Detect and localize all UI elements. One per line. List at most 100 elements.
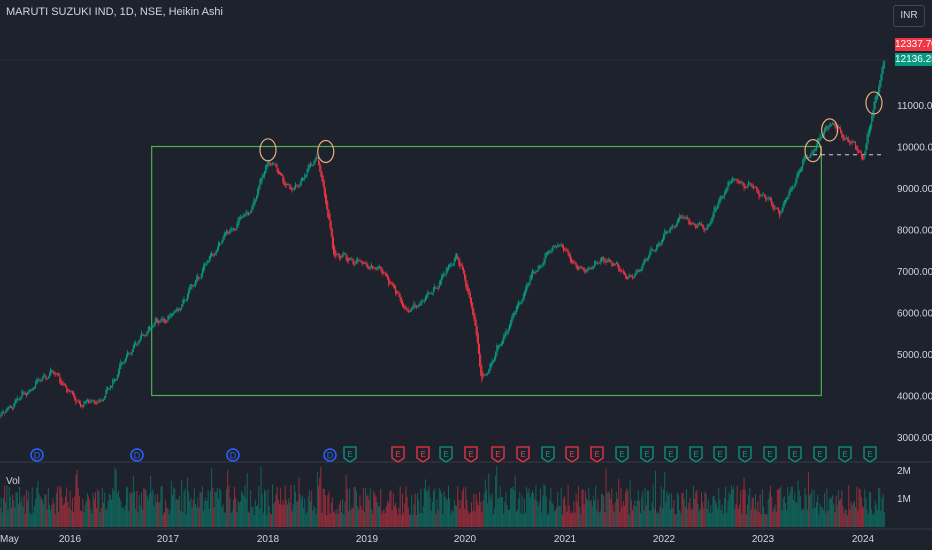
volume-bar	[362, 488, 364, 527]
candle-body	[262, 175, 264, 178]
earnings-badge-letter: E	[693, 450, 698, 459]
candle-body	[106, 386, 108, 394]
candle-body	[366, 263, 368, 268]
candle-body	[449, 264, 451, 268]
candle-body	[512, 313, 514, 320]
candle-body	[338, 254, 340, 259]
candle-body	[324, 188, 326, 203]
volume-bar	[330, 503, 332, 527]
volume-bar	[702, 502, 704, 527]
candle-body	[496, 345, 498, 356]
candle-body	[620, 269, 622, 272]
volume-bar	[605, 468, 607, 527]
volume-bar	[568, 506, 570, 527]
candle-body	[270, 164, 272, 166]
candle-body	[466, 280, 468, 291]
volume-bar	[352, 508, 354, 527]
candle-body	[476, 326, 478, 343]
volume-bar	[461, 491, 463, 527]
candle-body	[438, 282, 440, 289]
volume-bar	[213, 507, 215, 527]
volume-bar	[768, 492, 770, 527]
candle-body	[429, 293, 431, 294]
candle-body	[398, 292, 400, 297]
candle-body	[276, 165, 278, 173]
volume-bar	[583, 504, 585, 527]
volume-bar	[586, 498, 587, 527]
volume-bar	[60, 487, 62, 527]
volume-bar	[882, 494, 884, 527]
candle-body	[134, 342, 136, 349]
volume-bar	[637, 490, 639, 527]
candle-body	[4, 412, 6, 414]
volume-bar	[304, 498, 306, 527]
candle-body	[96, 402, 98, 404]
volume-bar	[116, 493, 118, 527]
candle-body	[696, 226, 698, 229]
candle-body	[51, 370, 53, 373]
candle-body	[652, 250, 654, 251]
volume-bar	[45, 494, 47, 527]
volume-bar	[760, 514, 762, 527]
candle-body	[521, 299, 523, 303]
volume-bar	[177, 499, 179, 527]
candle-body	[121, 362, 123, 366]
candle-body	[558, 245, 560, 247]
candle-body	[771, 199, 773, 206]
volume-bar	[151, 492, 153, 527]
earnings-badge	[689, 446, 703, 463]
candle-body	[853, 142, 855, 143]
currency-button[interactable]: INR	[893, 5, 925, 27]
candle-body	[237, 219, 239, 227]
volume-bar	[796, 502, 798, 527]
volume-bar	[645, 505, 647, 527]
earnings-event-icon: E	[689, 446, 703, 463]
candle-body	[245, 211, 247, 216]
candle-body	[71, 391, 73, 394]
volume-bar	[542, 495, 544, 527]
volume-bar	[379, 506, 380, 527]
volume-bar	[874, 500, 876, 527]
candle-body	[671, 227, 673, 229]
volume-bar	[35, 498, 37, 527]
volume-bar	[74, 496, 76, 527]
volume-bar	[536, 500, 538, 527]
x-tick-label: 2017	[157, 534, 180, 545]
candle-body	[572, 260, 574, 264]
candle-body	[48, 373, 50, 378]
volume-bar	[76, 469, 78, 527]
symbol-title[interactable]: MARUTI SUZUKI IND, 1D, NSE, Heikin Ashi	[6, 6, 223, 18]
volume-bar	[404, 503, 406, 527]
volume-indicator-label[interactable]: Vol	[6, 476, 20, 487]
volume-bar	[24, 513, 26, 527]
volume-bar	[436, 499, 438, 527]
volume-bar	[648, 490, 650, 527]
volume-bar	[683, 499, 685, 527]
volume-bar	[323, 488, 325, 527]
volume-bar	[649, 510, 651, 527]
volume-bar	[81, 511, 83, 527]
volume-bar	[245, 497, 247, 527]
volume-bar	[786, 510, 788, 527]
candle-body	[499, 345, 501, 347]
candle-body	[228, 232, 230, 234]
candle-body	[510, 319, 512, 328]
volume-bar	[491, 493, 493, 527]
volume-bar	[359, 495, 361, 527]
volume-bar	[313, 505, 315, 527]
candle-body	[481, 365, 483, 381]
candle-body	[290, 186, 292, 190]
volume-bar	[517, 509, 518, 527]
dividend-event-icon: D	[30, 448, 44, 462]
volume-bar	[872, 514, 874, 527]
volume-bar	[11, 508, 12, 527]
candle-body	[492, 360, 494, 363]
candle-body	[768, 197, 770, 199]
volume-bar	[538, 501, 540, 527]
volume-bar	[576, 502, 578, 527]
volume-bar	[2, 498, 4, 527]
candle-body	[352, 259, 354, 264]
volume-bar	[86, 492, 88, 527]
earnings-event-icon: E	[516, 446, 530, 463]
